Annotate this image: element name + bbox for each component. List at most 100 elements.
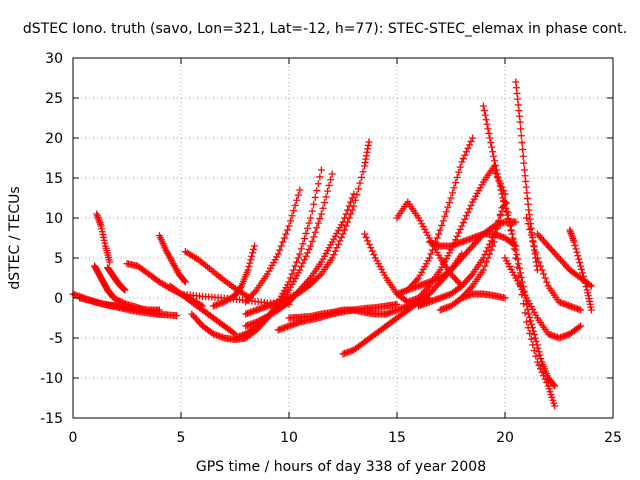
data-point-marker: [294, 254, 302, 262]
data-point-marker: [427, 250, 435, 258]
data-series: [242, 138, 373, 318]
data-point-marker: [288, 212, 296, 220]
data-point-marker: [112, 296, 120, 304]
data-point-marker: [455, 229, 463, 237]
data-point-marker: [512, 218, 520, 226]
data-point-marker: [322, 193, 330, 201]
data-point-marker: [428, 246, 436, 254]
data-point-marker: [492, 169, 500, 177]
data-point-marker: [502, 204, 510, 212]
y-tick-label: 30: [45, 51, 63, 67]
data-point-marker: [300, 235, 308, 243]
data-point-marker: [368, 247, 376, 255]
data-point-marker: [499, 187, 507, 195]
data-point-marker: [526, 313, 534, 321]
data-point-marker: [536, 351, 544, 359]
x-tick-label: 25: [604, 430, 622, 446]
data-point-marker: [291, 262, 299, 270]
data-point-marker: [481, 262, 489, 270]
data-point-marker: [362, 233, 370, 241]
data-point-marker: [532, 248, 540, 256]
data-point-marker: [311, 193, 319, 201]
data-point-marker: [520, 159, 528, 167]
data-point-marker: [327, 176, 335, 184]
data-point-marker: [308, 207, 316, 215]
data-point-marker: [330, 251, 338, 259]
data-point-marker: [586, 281, 594, 289]
data-point-marker: [356, 179, 364, 187]
data-series: [242, 190, 358, 330]
data-point-marker: [297, 263, 305, 271]
data-point-marker: [347, 198, 355, 206]
data-point-marker: [516, 118, 524, 126]
data-point-marker: [117, 298, 125, 306]
data-point-marker: [450, 184, 458, 192]
data-point-marker: [540, 270, 548, 278]
data-point-marker: [495, 176, 503, 184]
data-point-marker: [316, 215, 324, 223]
plot-frame: [72, 57, 614, 419]
data-series: [490, 166, 559, 410]
data-point-marker: [529, 237, 537, 245]
data-point-marker: [294, 191, 302, 199]
y-tick-label: 25: [45, 91, 63, 107]
data-point-marker: [491, 157, 499, 165]
data-point-marker: [541, 375, 549, 383]
data-point-marker: [361, 230, 369, 238]
data-point-marker: [533, 358, 541, 366]
data-point-marker: [337, 233, 345, 241]
data-point-marker: [579, 272, 587, 280]
data-point-marker: [498, 183, 506, 191]
data-point-marker: [537, 355, 545, 363]
data-point-marker: [536, 262, 544, 270]
data-point-marker: [540, 372, 548, 380]
data-point-marker: [487, 246, 495, 254]
data-point-marker: [353, 191, 361, 199]
data-point-marker: [461, 151, 469, 159]
data-point-marker: [118, 298, 126, 306]
data-point-marker: [290, 266, 298, 274]
data-point-marker: [534, 344, 542, 352]
data-point-marker: [310, 200, 318, 208]
data-point-marker: [490, 152, 498, 160]
data-series: [104, 264, 129, 294]
data-point-marker: [518, 139, 526, 147]
data-point-marker: [293, 290, 301, 298]
data-point-marker: [482, 116, 490, 124]
data-point-marker: [531, 334, 539, 342]
data-point-marker: [509, 236, 517, 244]
data-point-marker: [576, 259, 584, 267]
data-point-marker: [484, 254, 492, 262]
data-point-marker: [296, 266, 304, 274]
data-point-marker: [300, 256, 308, 264]
data-point-marker: [425, 254, 433, 262]
data-point-marker: [527, 317, 535, 325]
data-point-marker: [260, 314, 268, 322]
data-point-marker: [249, 249, 257, 257]
data-point-marker: [530, 331, 538, 339]
data-point-marker: [484, 125, 492, 133]
data-point-marker: [501, 294, 509, 302]
data-point-marker: [458, 158, 466, 166]
data-point-marker: [433, 234, 441, 242]
data-point-marker: [290, 207, 298, 215]
data-point-marker: [120, 299, 128, 307]
data-point-marker: [456, 163, 464, 171]
y-tick-label: -10: [40, 371, 63, 387]
data-point-marker: [347, 210, 355, 218]
data-point-marker: [507, 227, 515, 235]
data-point-marker: [115, 297, 123, 305]
data-point-marker: [293, 196, 301, 204]
data-points: [69, 78, 595, 410]
data-point-marker: [519, 152, 527, 160]
data-point-marker: [529, 341, 537, 349]
data-point-marker: [523, 214, 531, 222]
data-series: [209, 242, 258, 310]
data-point-marker: [575, 323, 583, 331]
data-point-marker: [535, 348, 543, 356]
data-point-marker: [458, 222, 466, 230]
data-point-marker: [503, 199, 511, 207]
data-point-marker: [244, 266, 252, 274]
data-point-marker: [291, 201, 299, 209]
